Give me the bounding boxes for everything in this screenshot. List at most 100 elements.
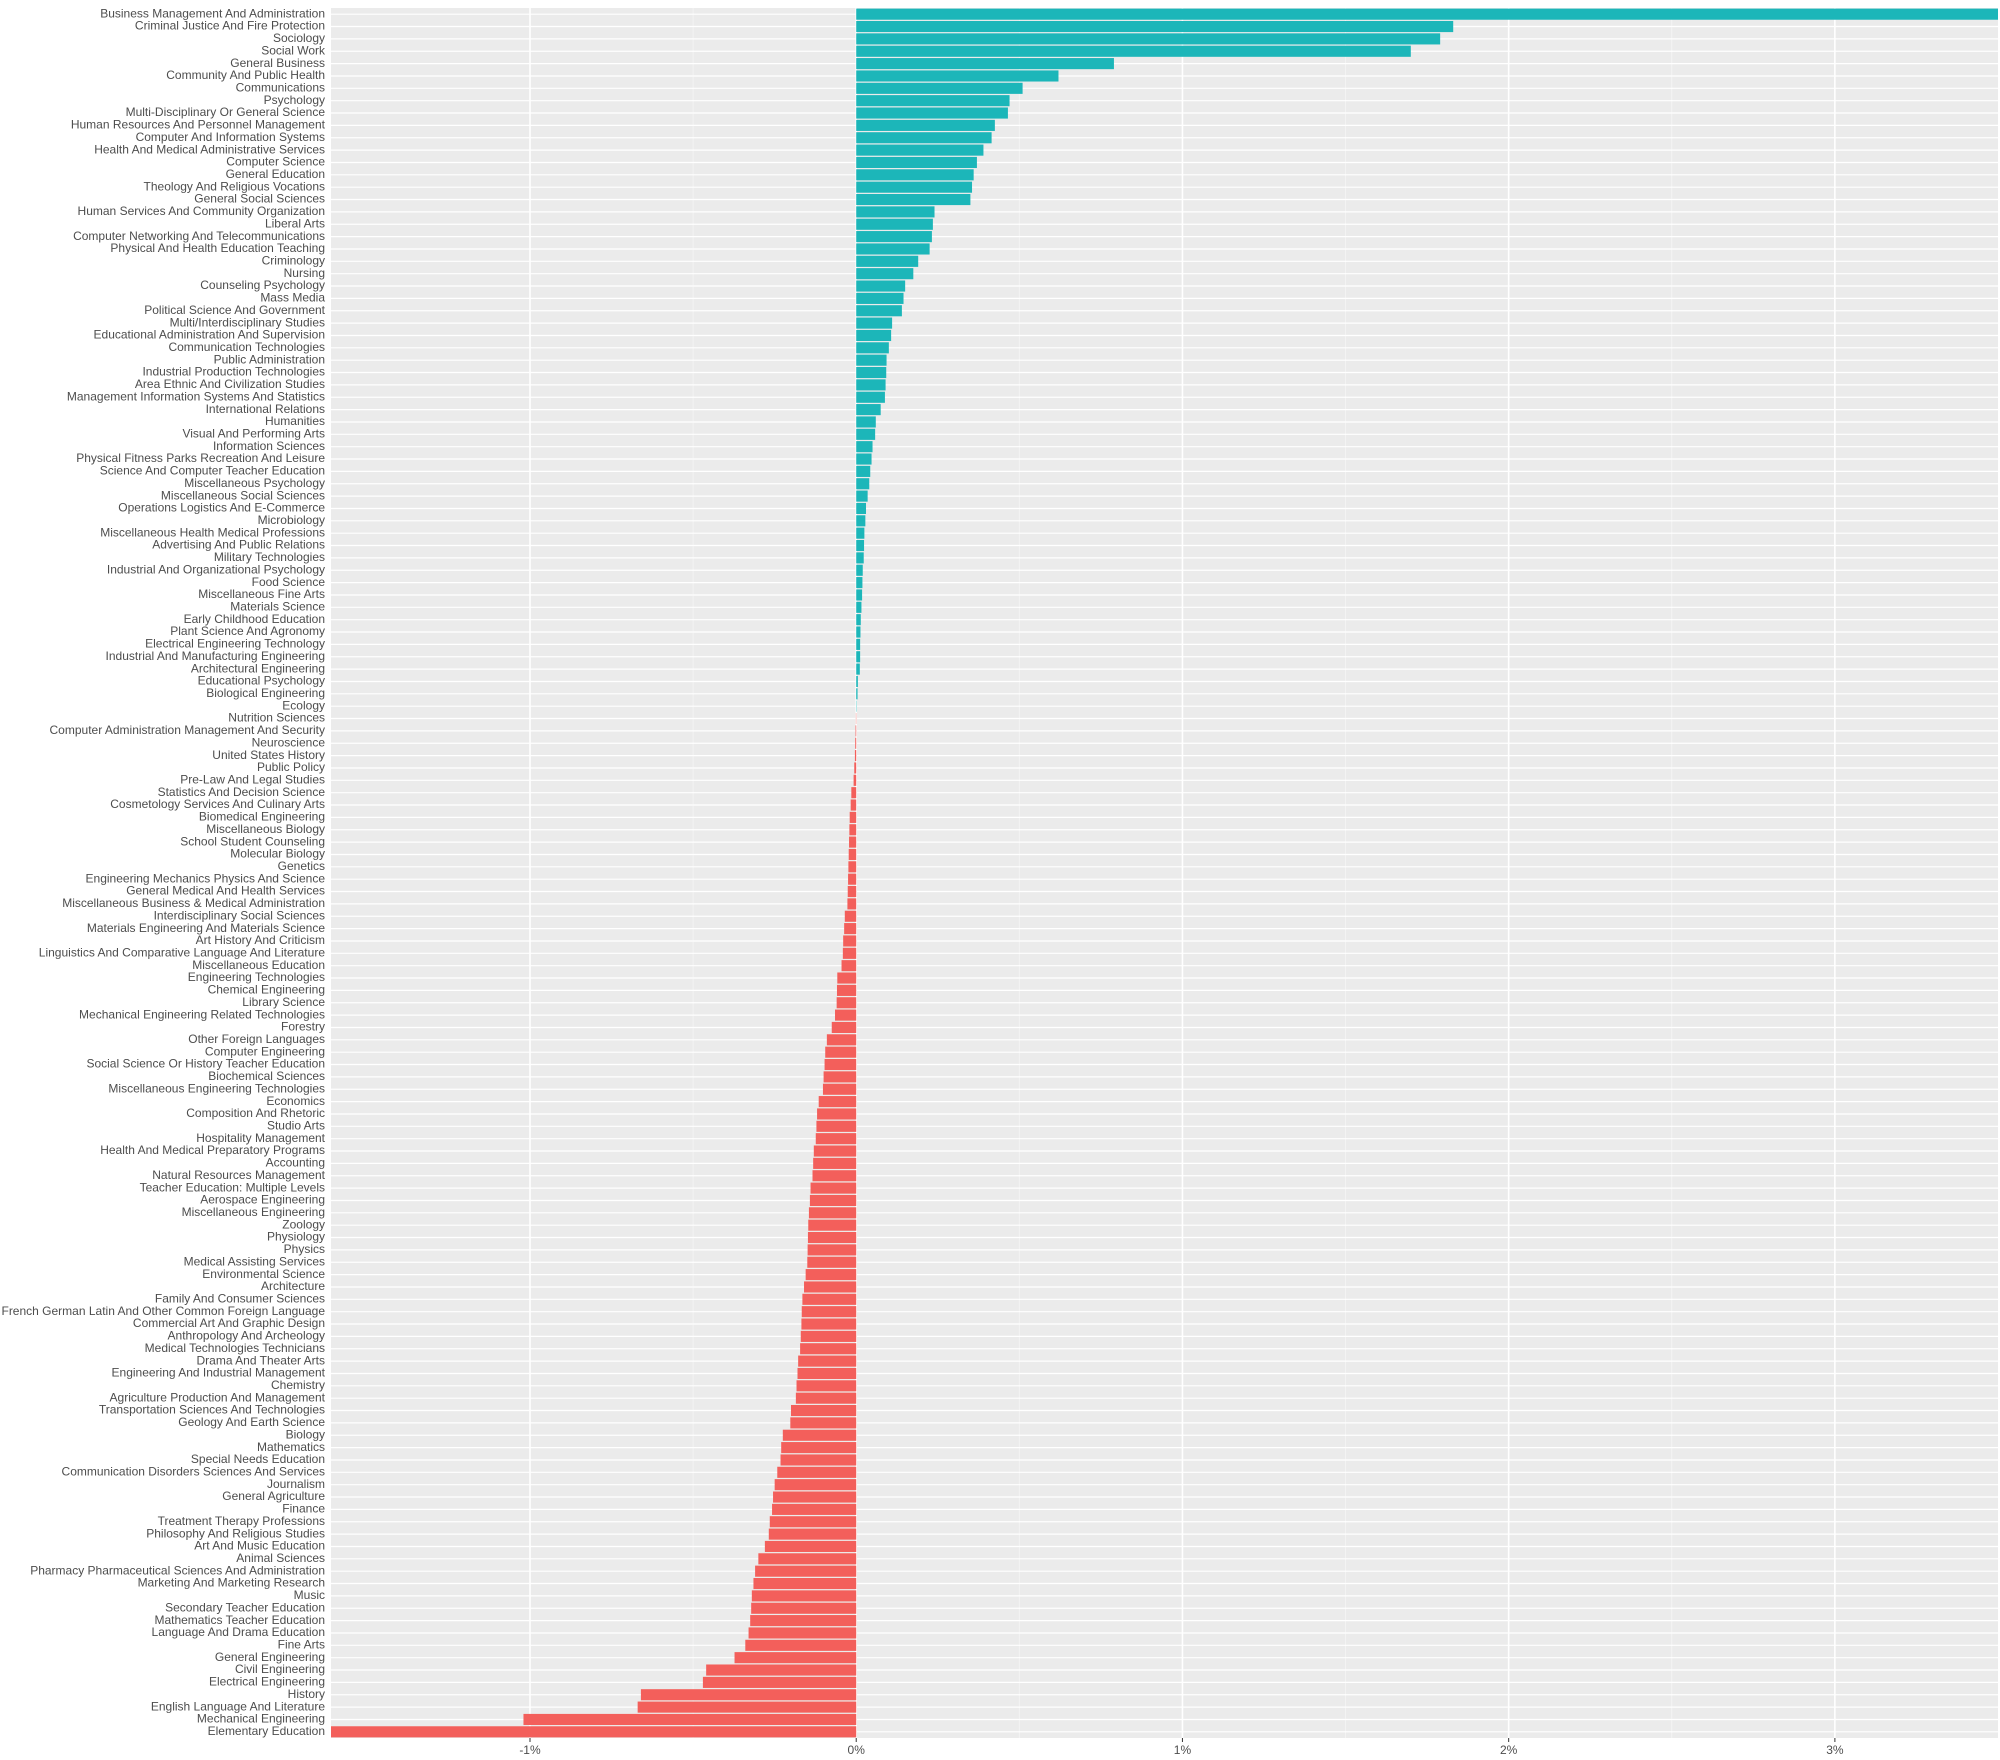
y-tick-label: Miscellaneous Social Sciences <box>161 488 325 502</box>
bar <box>856 107 1008 119</box>
bar <box>750 1615 857 1627</box>
bar <box>795 1392 857 1404</box>
bar <box>824 1058 857 1071</box>
bar <box>842 947 857 959</box>
y-tick-label: Theology And Religious Vocations <box>144 179 325 193</box>
bar <box>808 1219 857 1231</box>
y-tick-label: Health And Medical Preparatory Programs <box>100 1143 325 1157</box>
bar <box>844 910 857 922</box>
y-tick-label: Library Science <box>242 995 325 1009</box>
y-tick-label: Computer Science <box>226 155 325 169</box>
bar <box>856 502 867 515</box>
y-tick-label: Commercial Art And Graphic Design <box>133 1316 325 1330</box>
y-tick-label: Communications <box>236 80 325 94</box>
bar <box>856 589 863 601</box>
y-tick-label: Political Science And Government <box>144 303 325 317</box>
bar <box>856 317 893 329</box>
y-tick-label: Area Ethnic And Civilization Studies <box>135 377 325 391</box>
x-tick-label: 2% <box>1500 1743 1518 1757</box>
bar <box>826 1034 857 1046</box>
y-tick-label: Materials Engineering And Materials Scie… <box>87 921 325 935</box>
bar <box>851 787 857 799</box>
bar <box>856 391 885 403</box>
bar <box>800 1330 857 1342</box>
bar <box>807 1244 857 1256</box>
bar <box>804 1281 857 1293</box>
bar <box>798 1355 857 1367</box>
bar <box>734 1652 857 1664</box>
bar <box>856 156 977 169</box>
bar <box>797 1367 857 1380</box>
bar <box>748 1627 857 1639</box>
bar <box>849 824 857 836</box>
y-tick-label: Biology <box>286 1427 325 1441</box>
y-tick-label: Mathematics Teacher Education <box>154 1613 325 1627</box>
bar <box>815 1133 857 1145</box>
bar <box>780 1454 857 1466</box>
y-tick-label: Anthropology And Archeology <box>168 1329 325 1343</box>
y-tick-label: Art History And Criticism <box>196 933 325 947</box>
bar <box>856 490 868 502</box>
y-tick-label: International Relations <box>206 402 325 416</box>
bar <box>856 144 984 156</box>
bar <box>856 515 866 527</box>
y-tick-label: Chemistry <box>271 1378 325 1392</box>
bar <box>823 1071 857 1083</box>
bar <box>753 1577 857 1590</box>
bar <box>850 799 857 811</box>
x-tick-label: -1% <box>519 1743 541 1757</box>
y-tick-label: Economics <box>266 1094 325 1108</box>
bar <box>816 1120 857 1132</box>
x-tick-label: 3% <box>1826 1743 1844 1757</box>
bar <box>856 478 870 490</box>
bar <box>856 329 892 342</box>
bar <box>856 638 861 650</box>
bar <box>848 861 857 873</box>
y-tick-label: General Medical And Health Services <box>126 884 325 898</box>
y-tick-label: Forestry <box>281 1020 325 1034</box>
bar <box>849 811 857 823</box>
bar <box>796 1380 857 1392</box>
y-tick-label: Industrial And Organizational Psychology <box>107 562 325 576</box>
y-tick-label: Composition And Rhetoric <box>186 1106 325 1120</box>
y-tick-label: History <box>288 1687 325 1701</box>
y-tick-label: Plant Science And Agronomy <box>170 624 325 638</box>
y-tick-label: Journalism <box>267 1477 325 1491</box>
bar <box>854 750 857 762</box>
y-tick-label: English Language And Literature <box>151 1699 325 1713</box>
y-tick-label: General Business <box>230 56 325 70</box>
bar <box>808 1207 857 1219</box>
bar <box>856 688 858 700</box>
bar <box>817 1108 857 1120</box>
bar <box>856 132 992 144</box>
y-tick-label: General Agriculture <box>222 1489 325 1503</box>
bar <box>790 1404 857 1417</box>
bar <box>758 1553 857 1565</box>
y-tick-label: Human Resources And Personnel Management <box>71 118 326 132</box>
y-tick-label: Miscellaneous Business & Medical Adminis… <box>62 896 325 910</box>
bar <box>807 1256 857 1268</box>
bar <box>812 1170 857 1182</box>
bar <box>856 58 1114 70</box>
y-tick-label: Medical Assisting Services <box>184 1254 325 1268</box>
y-tick-label: Transportation Sciences And Technologies <box>99 1403 325 1417</box>
y-tick-label: Family And Consumer Sciences <box>155 1291 325 1305</box>
bar <box>782 1429 857 1441</box>
y-tick-label: Mathematics <box>257 1440 325 1454</box>
y-tick-label: Mechanical Engineering Related Technolog… <box>79 1007 325 1021</box>
bar <box>843 935 857 947</box>
y-tick-label: Communication Technologies <box>168 340 325 354</box>
y-tick-label: Miscellaneous Biology <box>206 822 325 836</box>
bar <box>755 1565 857 1577</box>
y-tick-label: Medical Technologies Technicians <box>145 1341 325 1355</box>
bar <box>856 675 858 688</box>
bar <box>856 255 919 267</box>
y-tick-label: Animal Sciences <box>236 1551 325 1565</box>
y-tick-label: Pharmacy Pharmaceutical Sciences And Adm… <box>30 1563 325 1577</box>
y-tick-label: Educational Psychology <box>198 674 325 688</box>
y-tick-label: United States History <box>212 748 325 762</box>
bar <box>848 848 857 861</box>
bar <box>856 441 873 453</box>
bar <box>777 1466 857 1478</box>
